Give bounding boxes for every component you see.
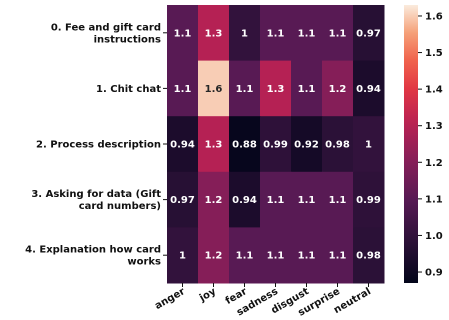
heatmap-cell — [260, 171, 292, 228]
row-label: 0. Fee and gift card — [51, 22, 161, 33]
colorbar-tick-label: 0.9 — [425, 268, 443, 279]
heatmap-cells: 1.1 1.3 1 1.1 1.1 1.1 0.97 1.1 1.6 1.1 1.3 1.1 1.2 0.… — [167, 5, 385, 284]
cell-value-label: 1.1 — [174, 84, 192, 95]
row-label: 4. Explanation how card — [25, 245, 161, 256]
heatmap-cell — [229, 227, 261, 284]
colorbar-tick-label: 1.5 — [425, 48, 443, 59]
cell-value-label: 1.1 — [236, 251, 254, 262]
heatmap-cell — [260, 5, 292, 62]
cell-value-label: 0.94 — [232, 195, 257, 206]
cell-value-label: 1.2 — [205, 251, 223, 262]
colorbar: 0.9 1.0 1.1 1.2 1.3 1.4 1.5 1.6 — [404, 5, 443, 283]
cell-value-label: 1.1 — [329, 251, 347, 262]
heatmap-cell — [260, 116, 292, 173]
heatmap-cell — [167, 171, 199, 228]
row-label: 2. Process description — [36, 140, 161, 151]
heatmap-cell — [291, 171, 323, 228]
cell-value-label: 1 — [179, 251, 186, 262]
heatmap-cell — [322, 227, 354, 284]
heatmap-cell — [353, 60, 385, 117]
heatmap-cell — [322, 5, 354, 62]
column-labels: anger joy fearsadnessdisgustsurpriseneutra… — [153, 283, 373, 319]
row-label: works — [127, 257, 161, 268]
cell-value-label: 0.94 — [170, 140, 195, 151]
cell-value-label: 0.88 — [232, 140, 257, 151]
heatmap-cell — [322, 60, 354, 117]
row-label: 3. Asking for data (Gift — [31, 189, 161, 200]
heatmap-cell — [291, 227, 323, 284]
cell-value-label: 1.1 — [267, 251, 285, 262]
heatmap-cell — [198, 116, 230, 173]
cell-value-label: 0.97 — [356, 28, 381, 39]
colorbar-gradient — [404, 5, 418, 283]
heatmap-cell — [353, 116, 385, 173]
colorbar-tick-label: 1.1 — [425, 194, 443, 205]
cell-value-label: 1.3 — [205, 140, 223, 151]
cell-value-label: 0.99 — [356, 195, 381, 206]
heatmap-cell — [167, 60, 199, 117]
heatmap-cell — [322, 116, 354, 173]
cell-value-label: 1.3 — [267, 84, 285, 95]
cell-value-label: 1.1 — [236, 84, 254, 95]
cell-value-label: 1.3 — [205, 28, 223, 39]
column-label: anger — [153, 286, 187, 312]
heatmap-cell — [167, 227, 199, 284]
cell-value-label: 1.1 — [298, 84, 316, 95]
cell-value-label: 0.99 — [263, 140, 288, 151]
cell-value-label: 0.98 — [356, 251, 381, 262]
cell-value-label: 1.1 — [267, 195, 285, 206]
heatmap-cell — [322, 171, 354, 228]
heatmap-cell — [167, 116, 199, 173]
cell-value-label: 1.1 — [174, 28, 192, 39]
heatmap-cell — [198, 227, 230, 284]
cell-value-label: 0.97 — [170, 195, 195, 206]
heatmap-cell — [291, 60, 323, 117]
heatmap-cell — [229, 5, 261, 62]
row-label: card numbers) — [79, 201, 161, 212]
heatmap-cell — [291, 116, 323, 173]
cell-value-label: 1 — [365, 140, 372, 151]
heatmap-cell — [167, 5, 199, 62]
cell-value-label: 1.2 — [329, 84, 347, 95]
heatmap-cell — [353, 5, 385, 62]
heatmap-cell — [229, 116, 261, 173]
cell-value-label: 1.1 — [329, 28, 347, 39]
colorbar-tick-label: 1.4 — [425, 85, 443, 96]
cell-value-label: 1.1 — [298, 28, 316, 39]
heatmap-cell — [260, 227, 292, 284]
heatmap-cell — [260, 60, 292, 117]
colorbar-tick-label: 1.6 — [425, 11, 443, 22]
cell-value-label: 0.94 — [356, 84, 381, 95]
cell-value-label: 0.92 — [294, 140, 319, 151]
cell-value-label: 1.6 — [205, 84, 223, 95]
heatmap-cell — [353, 171, 385, 228]
heatmap-cell — [229, 171, 261, 228]
column-label: joy — [197, 286, 218, 305]
cell-value-label: 1.1 — [298, 251, 316, 262]
row-label: instructions — [94, 34, 161, 45]
heatmap-cell — [229, 60, 261, 117]
cell-value-label: 1.1 — [267, 28, 285, 39]
colorbar-tick-label: 1.0 — [425, 231, 443, 242]
cell-value-label: 1.2 — [205, 195, 223, 206]
heatmap-cell — [198, 5, 230, 62]
cell-value-label: 1.1 — [298, 195, 316, 206]
heatmap-cell — [198, 60, 230, 117]
heatmap-cell — [198, 171, 230, 228]
heatmap-cell — [353, 227, 385, 284]
row-label: 1. Chit chat — [96, 84, 161, 95]
cell-value-label: 0.98 — [325, 140, 350, 151]
cell-value-label: 1 — [241, 28, 248, 39]
colorbar-tick-label: 1.3 — [425, 121, 443, 132]
cell-value-label: 1.1 — [329, 195, 347, 206]
heatmap-cell — [291, 5, 323, 62]
colorbar-tick-label: 1.2 — [425, 158, 443, 169]
